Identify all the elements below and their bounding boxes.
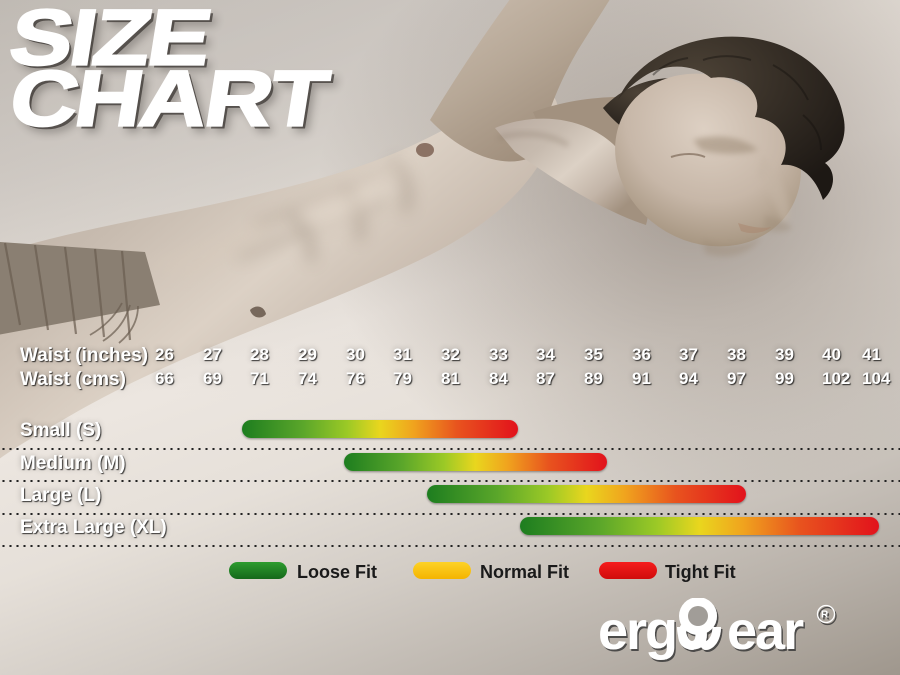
svg-text:ear: ear [727, 601, 804, 661]
svg-text:R: R [821, 610, 829, 621]
